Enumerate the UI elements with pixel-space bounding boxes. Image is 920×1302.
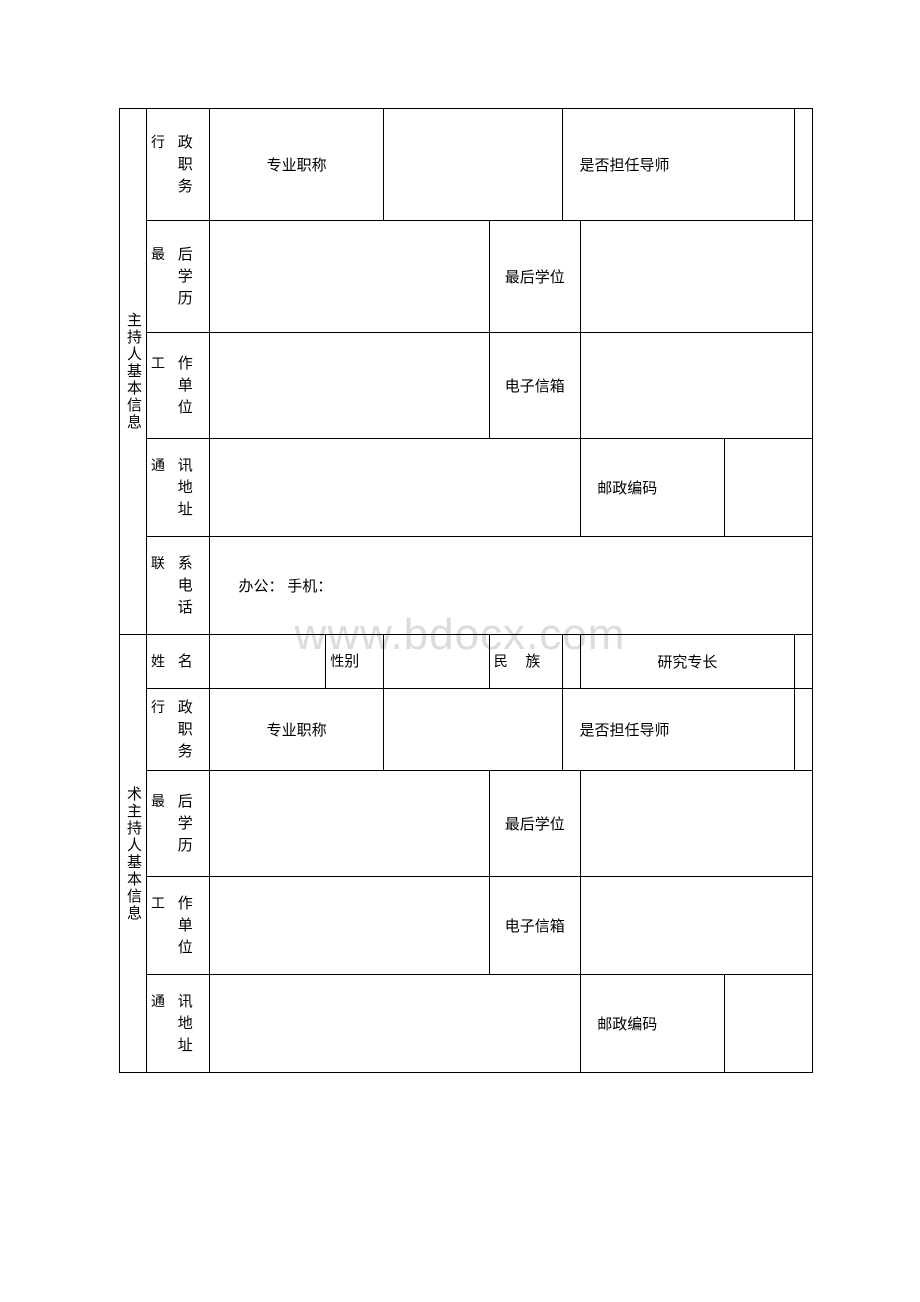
s1-r4-value2 bbox=[724, 439, 812, 537]
form-table: 主持人基本信息 行 政 职 务 专业职称 是否担任导师 最 后 bbox=[119, 108, 813, 1073]
s2-r1-value2 bbox=[795, 689, 813, 771]
s2-r0-v4 bbox=[795, 635, 813, 689]
s1-r3-email-label: 电子信箱 bbox=[489, 333, 580, 439]
s2-r3-email-label: 电子信箱 bbox=[489, 877, 580, 975]
section2-side-label: 术主持人基本信息 bbox=[120, 635, 147, 1073]
s2-r4-value2 bbox=[724, 975, 812, 1073]
s2-r3-value2 bbox=[580, 877, 812, 975]
s2-r1-title-label: 专业职称 bbox=[210, 689, 383, 771]
s2-r0-v3 bbox=[562, 635, 580, 689]
s1-r1-label: 行 政 职 务 bbox=[147, 109, 210, 221]
s2-r1-advisor-label: 是否担任导师 bbox=[562, 689, 794, 771]
s2-r0-sex-label: 性 别 bbox=[326, 635, 384, 689]
s2-r0-ethnic-label: 民 族 bbox=[489, 635, 562, 689]
s2-r3-label: 工 作 单 位 bbox=[147, 877, 210, 975]
s1-r3-value2 bbox=[580, 333, 812, 439]
s2-r1-label: 行 政 职 务 bbox=[147, 689, 210, 771]
s2-r2-label: 最 后 学 历 bbox=[147, 771, 210, 877]
s2-r4-value1 bbox=[210, 975, 580, 1073]
s2-r2-degree-label: 最后学位 bbox=[489, 771, 580, 877]
s1-r2-value1 bbox=[210, 221, 489, 333]
s2-r2-value2 bbox=[580, 771, 812, 877]
s2-r0-specialty-label: 研究专长 bbox=[580, 635, 794, 689]
s1-r2-value2 bbox=[580, 221, 812, 333]
s1-r3-value1 bbox=[210, 333, 489, 439]
s2-r0-name-label: 姓 名 bbox=[147, 635, 210, 689]
section1-side-label: 主持人基本信息 bbox=[120, 109, 147, 635]
s2-r4-label: 通 讯 地 址 bbox=[147, 975, 210, 1073]
s1-r3-label: 工 作 单 位 bbox=[147, 333, 210, 439]
s1-r5-label: 联 系 电 话 bbox=[147, 537, 210, 635]
s1-r1-title-label: 专业职称 bbox=[210, 109, 383, 221]
s2-r0-v2 bbox=[383, 635, 489, 689]
s2-r1-value1 bbox=[383, 689, 562, 771]
s2-r0-v1 bbox=[210, 635, 326, 689]
s1-r1-value1 bbox=[383, 109, 562, 221]
s1-r4-label: 通 讯 地 址 bbox=[147, 439, 210, 537]
s1-r4-postcode-label: 邮政编码 bbox=[580, 439, 724, 537]
s1-r1-value2 bbox=[795, 109, 813, 221]
s1-r5-phone-value: 办公： 手机： bbox=[210, 537, 813, 635]
s2-r2-value1 bbox=[210, 771, 489, 877]
s1-r1-advisor-label: 是否担任导师 bbox=[562, 109, 794, 221]
s2-r3-value1 bbox=[210, 877, 489, 975]
s1-r2-degree-label: 最后学位 bbox=[489, 221, 580, 333]
s1-r4-value1 bbox=[210, 439, 580, 537]
s1-r2-label: 最 后 学 历 bbox=[147, 221, 210, 333]
s2-r4-postcode-label: 邮政编码 bbox=[580, 975, 724, 1073]
